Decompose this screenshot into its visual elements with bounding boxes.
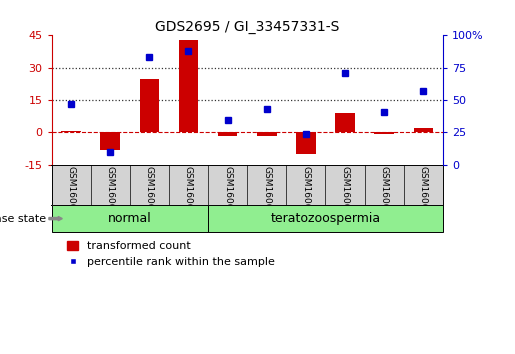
Text: GSM160635: GSM160635: [223, 166, 232, 221]
Text: GSM160642: GSM160642: [106, 166, 115, 221]
Text: GSM160637: GSM160637: [301, 166, 311, 221]
Bar: [61, 131, 81, 132]
Legend: transformed count, percentile rank within the sample: transformed count, percentile rank withi…: [67, 241, 275, 267]
Bar: [140, 79, 159, 132]
Text: teratozoospermia: teratozoospermia: [270, 212, 381, 225]
Text: disease state: disease state: [0, 213, 46, 224]
Text: normal: normal: [108, 212, 151, 225]
Text: GSM160641: GSM160641: [66, 166, 76, 221]
Text: GSM160640: GSM160640: [419, 166, 428, 221]
Bar: [296, 132, 316, 154]
Text: GSM160644: GSM160644: [184, 166, 193, 221]
Text: GSM160638: GSM160638: [340, 166, 350, 221]
Bar: [179, 40, 198, 132]
Text: GSM160636: GSM160636: [262, 166, 271, 221]
Bar: [218, 132, 237, 136]
Bar: [335, 113, 355, 132]
Bar: [414, 128, 433, 132]
FancyBboxPatch shape: [208, 205, 443, 232]
Bar: [374, 132, 394, 133]
Bar: [100, 132, 120, 150]
FancyBboxPatch shape: [52, 205, 208, 232]
Text: GSM160643: GSM160643: [145, 166, 154, 221]
Title: GDS2695 / GI_33457331-S: GDS2695 / GI_33457331-S: [155, 21, 339, 34]
Bar: [257, 132, 277, 136]
Text: GSM160639: GSM160639: [380, 166, 389, 221]
